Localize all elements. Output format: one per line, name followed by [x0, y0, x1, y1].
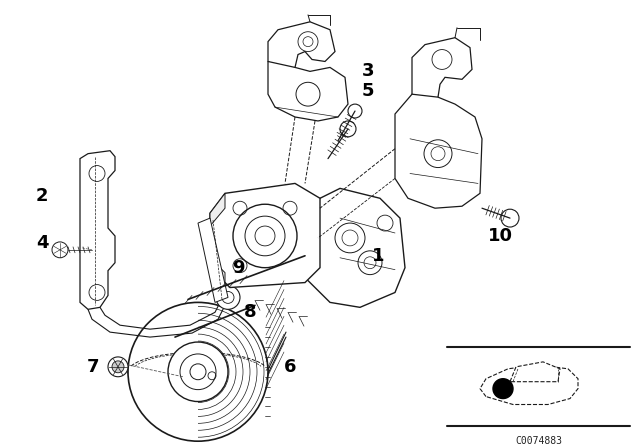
Polygon shape	[510, 362, 560, 382]
Polygon shape	[210, 194, 225, 226]
Text: 4: 4	[36, 234, 48, 252]
Polygon shape	[210, 183, 320, 288]
Text: 5: 5	[362, 82, 374, 100]
Polygon shape	[395, 94, 482, 208]
Text: 7: 7	[87, 358, 99, 376]
Polygon shape	[80, 151, 115, 309]
Text: 1: 1	[372, 247, 384, 265]
Text: 8: 8	[244, 303, 256, 321]
Circle shape	[348, 104, 362, 118]
Polygon shape	[210, 258, 225, 288]
Circle shape	[233, 204, 297, 268]
Text: 10: 10	[488, 227, 513, 245]
Circle shape	[52, 242, 68, 258]
Polygon shape	[305, 188, 405, 307]
Text: 3: 3	[362, 62, 374, 80]
Circle shape	[493, 379, 513, 399]
Circle shape	[168, 342, 228, 401]
Text: 9: 9	[232, 258, 244, 277]
Circle shape	[216, 285, 240, 309]
Polygon shape	[480, 365, 578, 405]
Circle shape	[340, 121, 356, 137]
Ellipse shape	[128, 351, 268, 392]
Circle shape	[501, 209, 519, 227]
Polygon shape	[268, 61, 348, 121]
Text: 2: 2	[36, 187, 48, 205]
Text: C0074883: C0074883	[515, 436, 562, 446]
Polygon shape	[198, 218, 228, 302]
Polygon shape	[268, 22, 335, 71]
Text: 6: 6	[284, 358, 296, 376]
Circle shape	[108, 357, 128, 377]
Polygon shape	[54, 246, 66, 254]
Polygon shape	[412, 38, 472, 104]
Ellipse shape	[128, 302, 268, 441]
Circle shape	[112, 361, 124, 373]
